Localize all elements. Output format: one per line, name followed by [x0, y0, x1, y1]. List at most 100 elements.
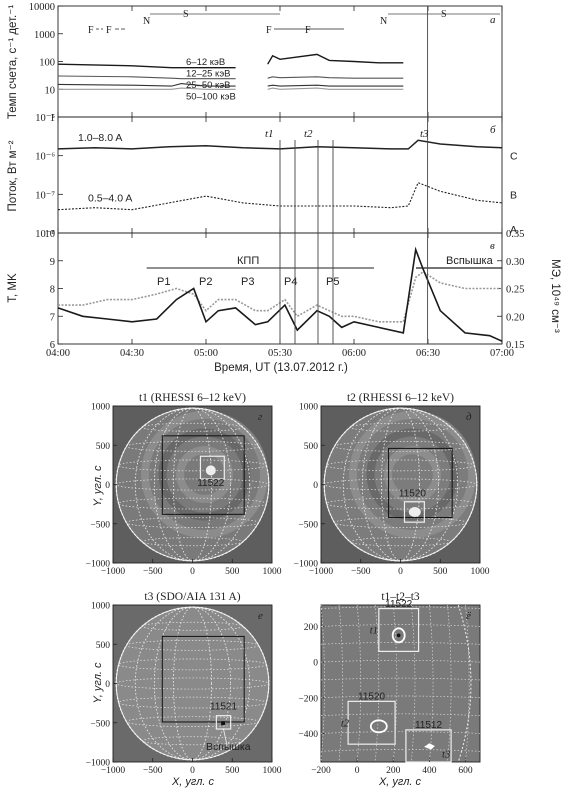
x-tick-label: 0 [190, 766, 195, 776]
y-tick-label: 9 [50, 257, 55, 268]
map-panel: −200 0 200 400 600 200 0 −200 −400 t1–t2–t3 ё 11522… [298, 591, 481, 776]
x-tick-label: 0 [190, 567, 195, 577]
grid-line [338, 604, 344, 763]
lat-grid-line [334, 441, 467, 452]
y-tick-label: 7 [50, 312, 55, 323]
y-tick-label: 1000 [91, 403, 110, 413]
pointer-line [223, 728, 228, 745]
series-line [58, 88, 502, 90]
y-tick-label: 100 [39, 58, 55, 69]
grid-line [392, 604, 398, 763]
y-axis-title: Поток, Вт м⁻² [7, 140, 19, 211]
panel-letter: ё [466, 610, 471, 622]
y-tick-label: 10000 [29, 2, 55, 13]
x-tick-label: −1000 [101, 567, 126, 577]
map-panel: −1000 −500 0 500 1000 1000 500 0 −500 −1000 t2 (RH… [294, 392, 490, 577]
limb [457, 604, 472, 763]
map-title: t2 (RHESSI 6–12 keV) [347, 392, 454, 404]
y2-tick-label: 0.15 [506, 340, 524, 351]
x-axis-title: X, угл. с [171, 776, 215, 788]
y-tick-label: 10⁻⁶ [35, 152, 55, 163]
lat-grid-line [118, 658, 267, 671]
flag-label: S [441, 9, 447, 20]
lat-grid-line [349, 422, 452, 432]
pulse-label: P4 [284, 276, 297, 288]
panel-a-frame [57, 5, 503, 118]
lat-grid-line [326, 459, 475, 472]
flag-label: S [183, 9, 189, 20]
region-label: 11521 [210, 701, 238, 712]
y-tick-label: −500 [90, 520, 110, 530]
x-tick-label: 600 [458, 766, 473, 776]
y-axis-title: Y, угл. с [92, 662, 104, 704]
flare-label: Вспышка [206, 741, 251, 753]
pulse-label: P3 [241, 276, 254, 288]
flag-label: N [380, 16, 387, 27]
x-tick-label: 06:00 [342, 348, 366, 359]
region-label: 11522 [385, 599, 413, 610]
lat-grid-line [141, 621, 244, 631]
series-label: 0.5–4.0 A [88, 193, 132, 205]
map-title: t3 (SDO/AIA 131 A) [144, 591, 240, 603]
x-tick-label: 1000 [263, 567, 282, 577]
map-title: t1–t2–t3 [381, 591, 420, 603]
flare-source [408, 506, 421, 517]
grid-line [320, 624, 481, 627]
flag-label: F [266, 25, 272, 36]
time-marker-label: t3 [420, 128, 429, 140]
x-tick-label: 0 [355, 766, 360, 776]
y-tick-label: 1 [50, 113, 55, 124]
region-box [161, 435, 245, 515]
y-tick-label: 10⁻⁵ [35, 113, 55, 124]
grid-line [429, 604, 434, 763]
x-tick-label: 06:30 [416, 348, 440, 359]
y2-axis-title: МЭ, 10⁴⁹ см⁻³ [549, 259, 561, 333]
box-label: t1 [370, 626, 378, 637]
y-tick-label: 0 [313, 659, 318, 669]
box-label: t3 [442, 750, 450, 761]
legend-entry: 12–25 кэВ [186, 69, 231, 80]
limb [115, 407, 270, 562]
legend-entry: 25–50 кэВ [186, 80, 231, 91]
y-axis-title: Y, угл. с [92, 465, 104, 507]
y-tick-label: 1000 [299, 403, 318, 413]
x-tick-label: 500 [225, 567, 240, 577]
series-line [58, 84, 502, 90]
source-contour [140, 410, 269, 539]
panel-letter: б [490, 124, 496, 136]
x-tick-label: 05:00 [194, 348, 218, 359]
region-box [215, 715, 232, 730]
y-tick-label: 200 [304, 623, 319, 633]
series-line [57, 139, 503, 150]
pulse-label: P2 [199, 276, 212, 288]
region-box [347, 700, 396, 745]
x-tick-label: −1000 [101, 766, 126, 776]
x-tick-label: 07:00 [490, 348, 514, 359]
lat-grid-line [326, 497, 475, 510]
map-title: t1 (RHESSI 6–12 keV) [139, 392, 246, 404]
series-line [57, 246, 503, 342]
y-tick-label: 500 [96, 641, 111, 651]
y-tick-label: −400 [298, 730, 318, 740]
y-tick-label: −1000 [86, 759, 111, 769]
limb [323, 407, 478, 562]
panel-letter: е [258, 610, 263, 622]
region-label: 11520 [358, 692, 386, 703]
class-label: C [510, 151, 518, 163]
lat-grid-line [126, 441, 259, 452]
map-frame [320, 604, 481, 763]
flag-label: F [305, 25, 311, 36]
grid-line [320, 695, 481, 699]
series-line [57, 181, 503, 211]
region-box [405, 729, 452, 763]
x-tick-label: 05:30 [268, 348, 292, 359]
y2-tick-label: 0.25 [506, 285, 524, 296]
series-label: 1.0–8.0 A [78, 132, 122, 144]
region-box [403, 501, 425, 523]
grid-line [320, 659, 481, 663]
grid-line [465, 604, 470, 763]
map-panel: −1000 −500 0 500 1000 1000 500 0 −500 −1000 t1 (RH… [86, 392, 282, 577]
region-box [378, 607, 420, 652]
x-tick-label: 04:30 [120, 348, 144, 359]
